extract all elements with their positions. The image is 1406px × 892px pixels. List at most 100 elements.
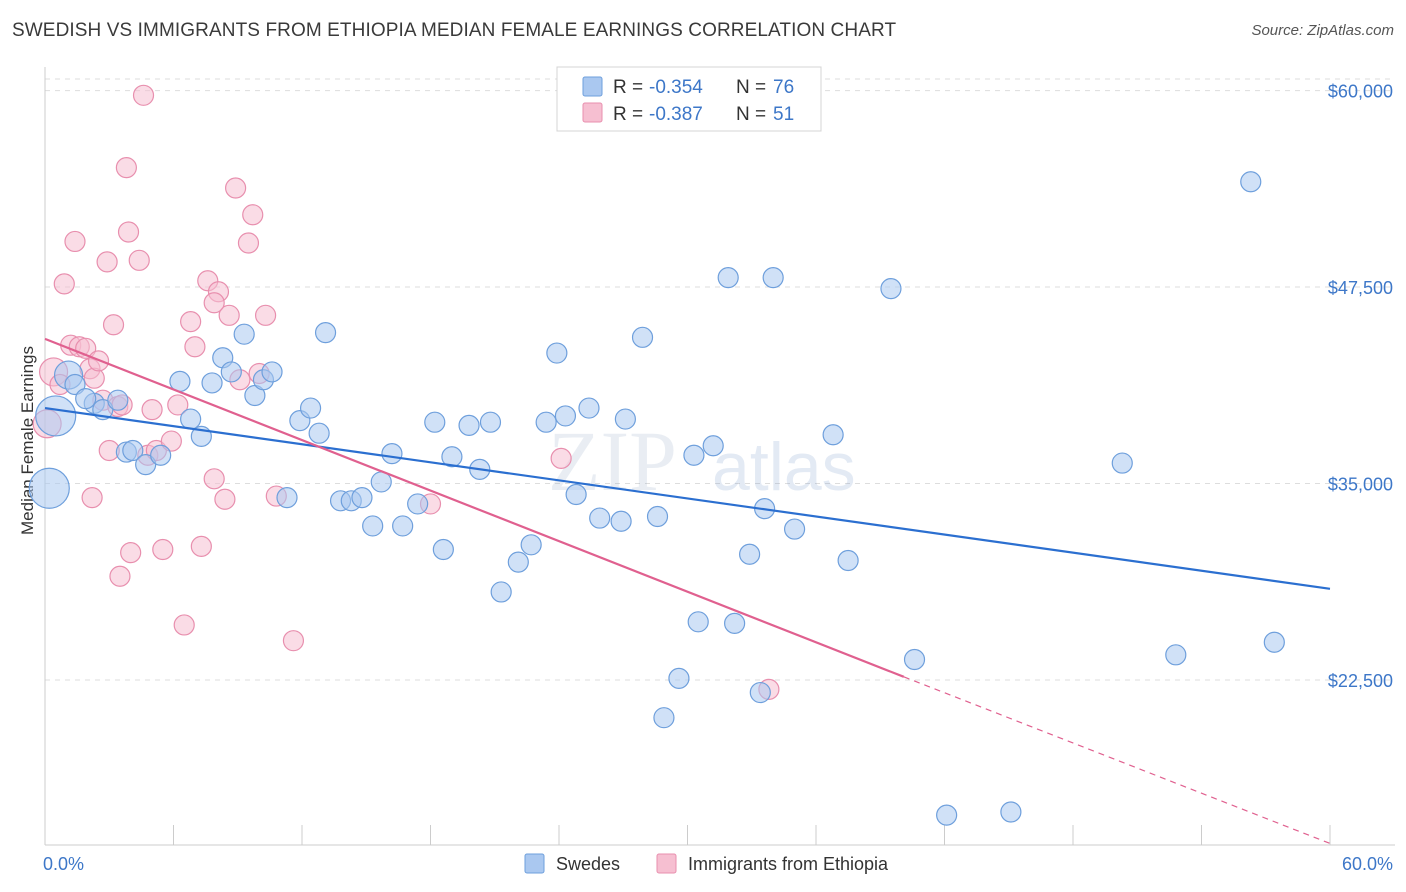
swedes-point	[392, 515, 414, 537]
swedes-point	[646, 505, 669, 528]
swedes-point	[122, 439, 144, 462]
ethiopia-trendline-extension	[903, 676, 1331, 844]
ethiopia-point	[141, 399, 163, 421]
swedes-point	[535, 411, 557, 433]
swedes-point	[381, 443, 403, 465]
y-tick-label: $60,000	[1328, 82, 1393, 102]
swedes-point	[578, 397, 600, 419]
swedes-point	[653, 707, 675, 729]
ethiopia-point	[167, 394, 189, 416]
ethiopia-point	[254, 304, 277, 326]
ethiopia-point	[115, 156, 137, 179]
swedes-point	[668, 667, 690, 689]
ethiopia-point	[128, 249, 150, 271]
legend-n-label-swedes: N =	[736, 77, 766, 98]
swedes-point	[880, 278, 902, 300]
ethiopia-point	[83, 367, 105, 389]
swedes-point	[1240, 171, 1262, 193]
swedes-point	[490, 581, 512, 603]
ethiopia-point	[132, 84, 155, 106]
swedes-point	[407, 493, 429, 515]
chart-source: Source: ZipAtlas.com	[1251, 22, 1394, 39]
swedes-point	[762, 267, 784, 289]
swedes-point	[308, 422, 330, 444]
swedes-point	[314, 322, 337, 344]
legend-n-label-ethiopia: N =	[736, 104, 766, 125]
ethiopia-point	[160, 430, 182, 452]
ethiopia-point	[190, 535, 212, 557]
swedes-point	[589, 507, 611, 529]
swedes-point	[936, 804, 958, 826]
bottom-label-swedes: Swedes	[556, 854, 620, 874]
swedes-point	[276, 487, 298, 509]
swedes-point	[479, 411, 502, 433]
ethiopia-point	[237, 232, 260, 254]
swedes-point	[299, 397, 322, 419]
ethiopia-point	[203, 468, 225, 490]
ethiopia-point	[225, 177, 247, 199]
swedes-point	[261, 361, 283, 383]
ethiopia-trendline	[44, 337, 905, 678]
swedes-point	[520, 534, 542, 556]
swedes-point	[220, 361, 242, 383]
swedes-point	[150, 444, 172, 466]
swedes-point	[458, 414, 480, 436]
swedes-point	[441, 446, 463, 468]
y-tick-label: $47,500	[1328, 278, 1393, 298]
swedes-point	[631, 326, 654, 348]
swedes-point	[351, 487, 373, 509]
chart-title: SWEDISH VS IMMIGRANTS FROM ETHIOPIA MEDI…	[12, 20, 897, 41]
swedes-point	[64, 373, 86, 396]
swedes-point	[683, 444, 705, 466]
bottom-swatch-swedes	[524, 853, 545, 874]
stats-legend: R = -0.354 N = 76 R = -0.387 N = 51	[556, 66, 822, 132]
ethiopia-point	[550, 447, 572, 469]
swedes-point	[135, 454, 157, 476]
swedes-point	[1263, 631, 1285, 653]
swedes-point	[903, 648, 926, 671]
swedes-point	[565, 483, 587, 506]
swedes-point	[739, 543, 761, 565]
bottom-label-ethiopia: Immigrants from Ethiopia	[688, 854, 889, 874]
swedes-point	[1000, 801, 1022, 823]
legend-r-label-ethiopia: R =	[613, 104, 643, 125]
swedes-point	[28, 467, 70, 509]
swedes-point	[233, 323, 255, 345]
ethiopia-point	[109, 565, 131, 587]
bottom-swatch-ethiopia	[656, 853, 677, 874]
ethiopia-point	[180, 311, 202, 333]
y-tick-labels: $60,000 $47,500 $35,000 $22,500	[1328, 82, 1393, 691]
swedes-point	[783, 518, 806, 540]
swedes-point	[702, 435, 724, 457]
trend-lines	[44, 337, 1331, 844]
x-tick-labels: 0.0% 60.0%	[43, 854, 1393, 874]
ethiopia-point	[81, 487, 103, 509]
ethiopia-point	[53, 273, 75, 295]
swedes-point	[362, 515, 384, 537]
swedes-point	[107, 389, 129, 411]
legend-r-value-swedes: -0.354	[649, 77, 703, 98]
ethiopia-point	[184, 336, 206, 358]
swedes-point	[1111, 452, 1133, 474]
swedes-point	[180, 408, 202, 430]
legend-n-value-swedes: 76	[773, 77, 794, 98]
ethiopia-point	[64, 230, 86, 253]
swedes-point	[610, 510, 632, 532]
ethiopia-point	[102, 314, 125, 336]
swedes-point	[724, 612, 746, 634]
legend-n-value-ethiopia: 51	[773, 104, 794, 125]
swedes-point	[837, 549, 859, 572]
ethiopia-point	[117, 221, 140, 243]
ethiopia-point	[173, 614, 195, 636]
ethiopia-point	[242, 204, 264, 226]
swedes-point	[546, 342, 568, 364]
swedes-point	[1165, 644, 1187, 666]
y-tick-label: $22,500	[1328, 671, 1393, 691]
ethiopia-point	[282, 630, 305, 652]
swedes-point	[749, 681, 771, 704]
ethiopia-points	[32, 84, 780, 701]
legend-swatch-swedes	[582, 76, 603, 97]
ethiopia-point	[152, 538, 174, 561]
swedes-point	[75, 388, 97, 410]
legend-r-value-ethiopia: -0.387	[649, 104, 703, 125]
